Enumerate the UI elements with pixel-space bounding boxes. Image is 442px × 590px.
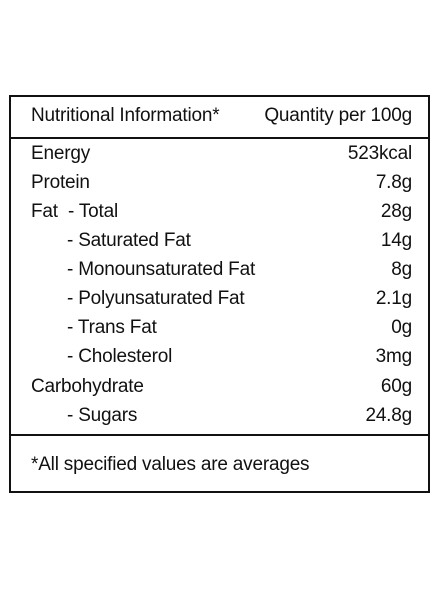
row-value: 60g	[380, 376, 412, 397]
row-value: 24.8g	[365, 405, 412, 426]
row-cholesterol: - Cholesterol 3mg	[11, 346, 428, 375]
row-monounsaturated-fat: - Monounsaturated Fat 8g	[11, 259, 428, 288]
row-sugars: - Sugars 24.8g	[11, 405, 428, 434]
row-carbohydrate: Carbohydrate 60g	[11, 376, 428, 405]
row-label: Carbohydrate	[31, 376, 144, 397]
row-label: - Cholesterol	[67, 346, 173, 367]
row-saturated-fat: - Saturated Fat 14g	[11, 230, 428, 259]
row-polyunsaturated-fat: - Polyunsaturated Fat 2.1g	[11, 288, 428, 317]
footnote: *All specified values are averages	[31, 454, 310, 475]
row-trans-fat: - Trans Fat 0g	[11, 317, 428, 346]
row-label: Energy	[31, 143, 91, 164]
row-label: - Saturated Fat	[67, 230, 191, 251]
nutrition-header: Nutritional Information* Quantity per 10…	[11, 97, 428, 139]
row-value: 28g	[380, 201, 412, 222]
row-fat-total: Fat - Total 28g	[11, 201, 428, 230]
row-value: 2.1g	[375, 288, 412, 309]
row-label: - Sugars	[67, 405, 138, 426]
header-quantity: Quantity per 100g	[264, 105, 412, 126]
header-title: Nutritional Information*	[31, 105, 220, 126]
row-value: 8g	[391, 259, 412, 280]
row-label: - Trans Fat	[67, 317, 157, 338]
row-label: - Polyunsaturated Fat	[67, 288, 245, 309]
nutrition-rows: Energy 523kcal Protein 7.8g Fat - Total …	[11, 139, 428, 436]
row-value: 3mg	[375, 346, 413, 367]
row-value: 523kcal	[347, 143, 412, 164]
row-value: 0g	[391, 317, 412, 338]
row-energy: Energy 523kcal	[11, 143, 428, 172]
nutrition-panel: Nutritional Information* Quantity per 10…	[9, 95, 430, 493]
row-value: 7.8g	[375, 172, 412, 193]
row-label: - Monounsaturated Fat	[67, 259, 256, 280]
row-label: Protein	[31, 172, 90, 193]
row-value: 14g	[380, 230, 412, 251]
row-protein: Protein 7.8g	[11, 172, 428, 201]
row-label: Fat - Total	[31, 201, 119, 222]
